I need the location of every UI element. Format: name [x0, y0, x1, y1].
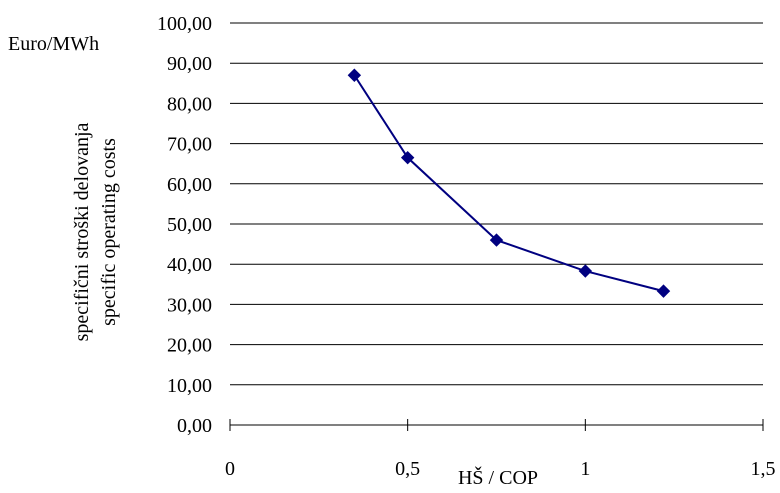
- x-tick-label-2: 1: [580, 458, 590, 480]
- y-tick-label-4: 40,00: [167, 254, 212, 276]
- y-axis-label-line-1: specifični stroški delovanja: [71, 122, 93, 341]
- unit-label: Euro/MWh: [8, 33, 99, 55]
- y-tick-label-10: 100,00: [157, 13, 212, 35]
- y-tick-label-1: 10,00: [167, 375, 212, 397]
- data-point-0: [348, 69, 360, 81]
- y-tick-label-0: 0,00: [177, 415, 212, 437]
- y-tick-label-9: 90,00: [167, 53, 212, 75]
- data-point-4: [658, 285, 670, 297]
- data-point-3: [579, 265, 591, 277]
- y-tick-label-8: 80,00: [167, 93, 212, 115]
- y-axis-label-line-2: specific operating costs: [98, 138, 120, 326]
- series-line-0: [354, 75, 663, 291]
- x-tick-label-0: 0: [225, 458, 235, 480]
- y-tick-label-3: 30,00: [167, 294, 212, 316]
- grid: [230, 23, 763, 385]
- x-tick-label-1: 0,5: [395, 458, 420, 480]
- y-tick-label-7: 70,00: [167, 134, 212, 156]
- y-tick-label-6: 60,00: [167, 174, 212, 196]
- y-tick-label-2: 20,00: [167, 335, 212, 357]
- y-tick-labels: 0,00 10,00 20,00 30,00 40,00 50,00 60,00 70,00 8…: [157, 13, 212, 437]
- y-tick-label-5: 50,00: [167, 214, 212, 236]
- x-axis-label: HŠ / COP: [458, 465, 538, 488]
- x-tick-label-3: 1,5: [751, 458, 776, 480]
